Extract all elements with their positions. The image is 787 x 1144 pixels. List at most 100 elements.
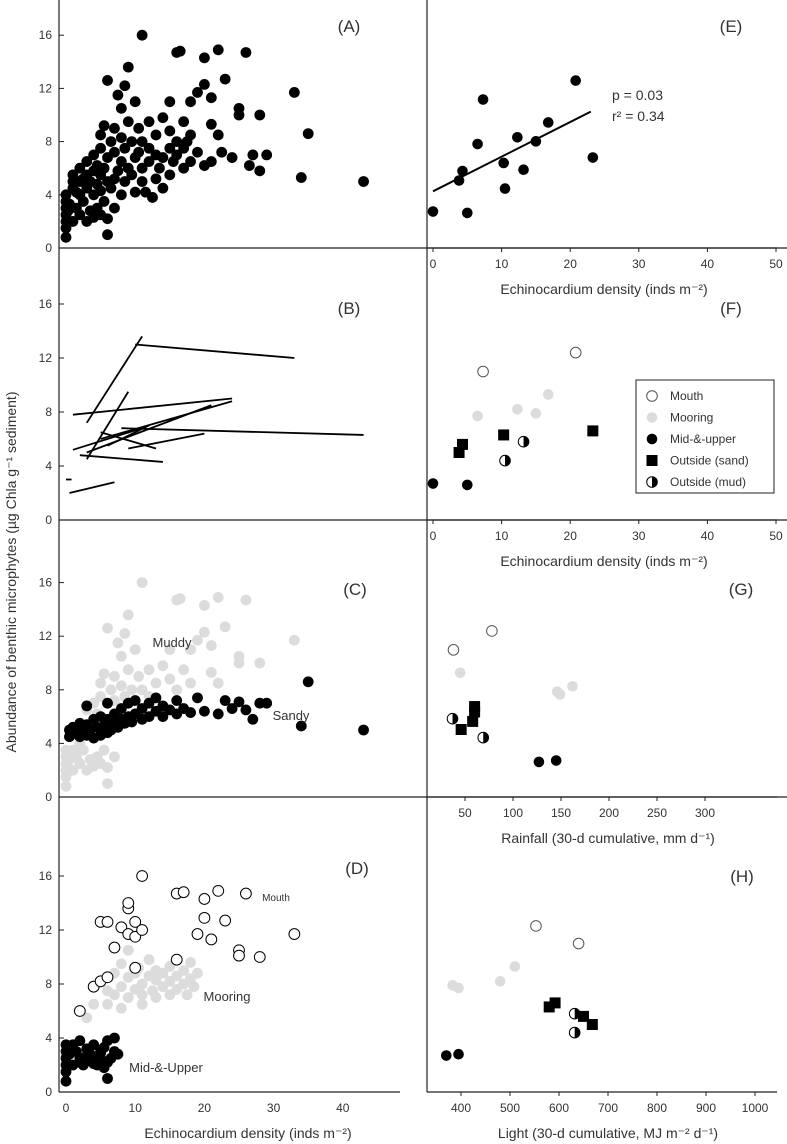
panel-g-point xyxy=(455,724,467,735)
panel-f-point xyxy=(462,479,473,491)
panel-h-point xyxy=(441,1050,452,1061)
panel-d-point xyxy=(157,967,169,979)
panel-a-point xyxy=(98,196,110,207)
panel-d-point xyxy=(74,1056,86,1068)
half-circle-fill xyxy=(483,732,489,743)
legend-entry: Outside (sand) xyxy=(670,454,749,468)
panel-c-point xyxy=(74,758,86,769)
panel-c-point xyxy=(226,703,238,714)
panel-d-x-tick-label: 10 xyxy=(129,1101,143,1115)
panel-a-point xyxy=(199,79,210,90)
panel-c-point xyxy=(219,621,231,633)
panel-d-point xyxy=(109,989,120,1001)
panel-d-point xyxy=(164,989,176,1001)
panel-d-point xyxy=(136,870,149,882)
panel-e-point xyxy=(477,94,489,105)
panel-a-point xyxy=(157,112,169,124)
legend-marker xyxy=(646,455,658,466)
panel-a-point xyxy=(112,165,124,177)
panel-a-point xyxy=(102,229,113,241)
panel-f-point xyxy=(512,404,523,415)
panel-f-point xyxy=(472,410,483,422)
panel-b-trajectory-line xyxy=(86,335,143,424)
half-circle-fill xyxy=(523,436,529,447)
panel-a-point xyxy=(105,182,117,194)
panel-c-point xyxy=(157,660,169,672)
panel-a-point xyxy=(74,162,86,174)
panel-c-point xyxy=(199,705,210,717)
panel-c-point xyxy=(212,677,224,689)
panel-a-point xyxy=(164,142,176,154)
panel-c-point xyxy=(185,644,196,655)
panel-a-point xyxy=(174,45,186,57)
panel-a-point xyxy=(122,116,134,128)
panel-c-point xyxy=(174,593,186,605)
panel-e-point xyxy=(512,132,523,143)
panel-e-stat-r2: r² = 0.34 xyxy=(612,108,665,124)
panel-a-point xyxy=(77,196,89,207)
panel-e-x-tick-label: 30 xyxy=(632,257,646,271)
panel-a-point xyxy=(164,96,176,108)
half-circle-fill xyxy=(574,1008,580,1019)
panel-h-x-tick-label: 400 xyxy=(451,1101,471,1115)
panel-a-point xyxy=(81,156,93,167)
panel-e-point xyxy=(457,165,468,177)
panel-a-point xyxy=(60,231,72,243)
panel-b-trajectory-line xyxy=(121,427,364,436)
panel-e-x-tick-label: 0 xyxy=(430,257,437,271)
panel-c-point xyxy=(247,713,259,725)
panel-a-point xyxy=(295,172,307,183)
panel-c-y-tick-label: 12 xyxy=(39,629,53,643)
panel-h-x-tick-label: 800 xyxy=(647,1101,667,1115)
panel-a-point xyxy=(150,173,162,185)
panel-d-point xyxy=(115,1002,127,1014)
panel-g-point xyxy=(447,644,460,656)
panel-h-point xyxy=(530,920,542,932)
panel-c-y-tick-label: 4 xyxy=(45,736,52,750)
panel-a-point xyxy=(288,86,300,98)
panel-e-x-axis-label: Echinocardium density (inds m⁻²) xyxy=(500,281,707,297)
panel-a-point xyxy=(254,165,266,177)
panel-a-point xyxy=(150,129,162,141)
panel-e-point xyxy=(587,152,599,163)
legend-entry: Mid-&-upper xyxy=(670,432,736,446)
panel-f-point xyxy=(530,408,542,419)
panel-c-point xyxy=(157,711,169,722)
panel-a-point xyxy=(261,149,273,161)
panel-a-point xyxy=(88,149,100,161)
panel-d-point xyxy=(73,1005,86,1017)
legend-entry: Outside (mud) xyxy=(670,475,746,489)
panel-h-point xyxy=(494,976,506,987)
panel-a-point xyxy=(219,73,231,85)
panel-a-y-tick-label: 12 xyxy=(39,81,53,95)
panel-c-point xyxy=(254,657,266,669)
panel-h-x-axis-label: Light (30-d cumulative, MJ m⁻² d⁻¹) xyxy=(498,1125,718,1141)
panel-a-point xyxy=(126,136,138,148)
panel-e-x-tick-label: 10 xyxy=(495,257,509,271)
panel-d-point xyxy=(136,978,148,990)
panel-b-trajectory-line xyxy=(128,432,205,450)
panel-g-point xyxy=(446,712,459,725)
panel-a-point xyxy=(119,80,131,92)
panel-a-point xyxy=(109,146,120,158)
legend-marker xyxy=(646,433,658,445)
panel-a-point xyxy=(171,149,183,161)
panel-a-point xyxy=(115,102,127,114)
panel-c-point xyxy=(164,644,176,655)
panel-a-point xyxy=(199,52,210,64)
shared-y-axis-label: Abundance of benthic microphytes (µg Chl… xyxy=(3,392,19,753)
panel-c-point xyxy=(81,700,93,712)
panel-a-point xyxy=(154,162,165,174)
panel-e-point xyxy=(542,117,554,128)
panel-c-point xyxy=(119,628,131,639)
panel-f-point xyxy=(477,365,489,378)
panel-h-point xyxy=(453,982,464,994)
panel-c-point xyxy=(136,684,148,696)
panel-d-point xyxy=(191,928,204,940)
panel-e-point xyxy=(453,175,465,186)
panel-d-point xyxy=(185,957,196,968)
panel-f-x-tick-label: 30 xyxy=(632,529,646,543)
panel-g-x-tick-label: 250 xyxy=(647,806,667,820)
panel-a-point xyxy=(157,152,169,163)
panel-d-point xyxy=(122,944,134,956)
